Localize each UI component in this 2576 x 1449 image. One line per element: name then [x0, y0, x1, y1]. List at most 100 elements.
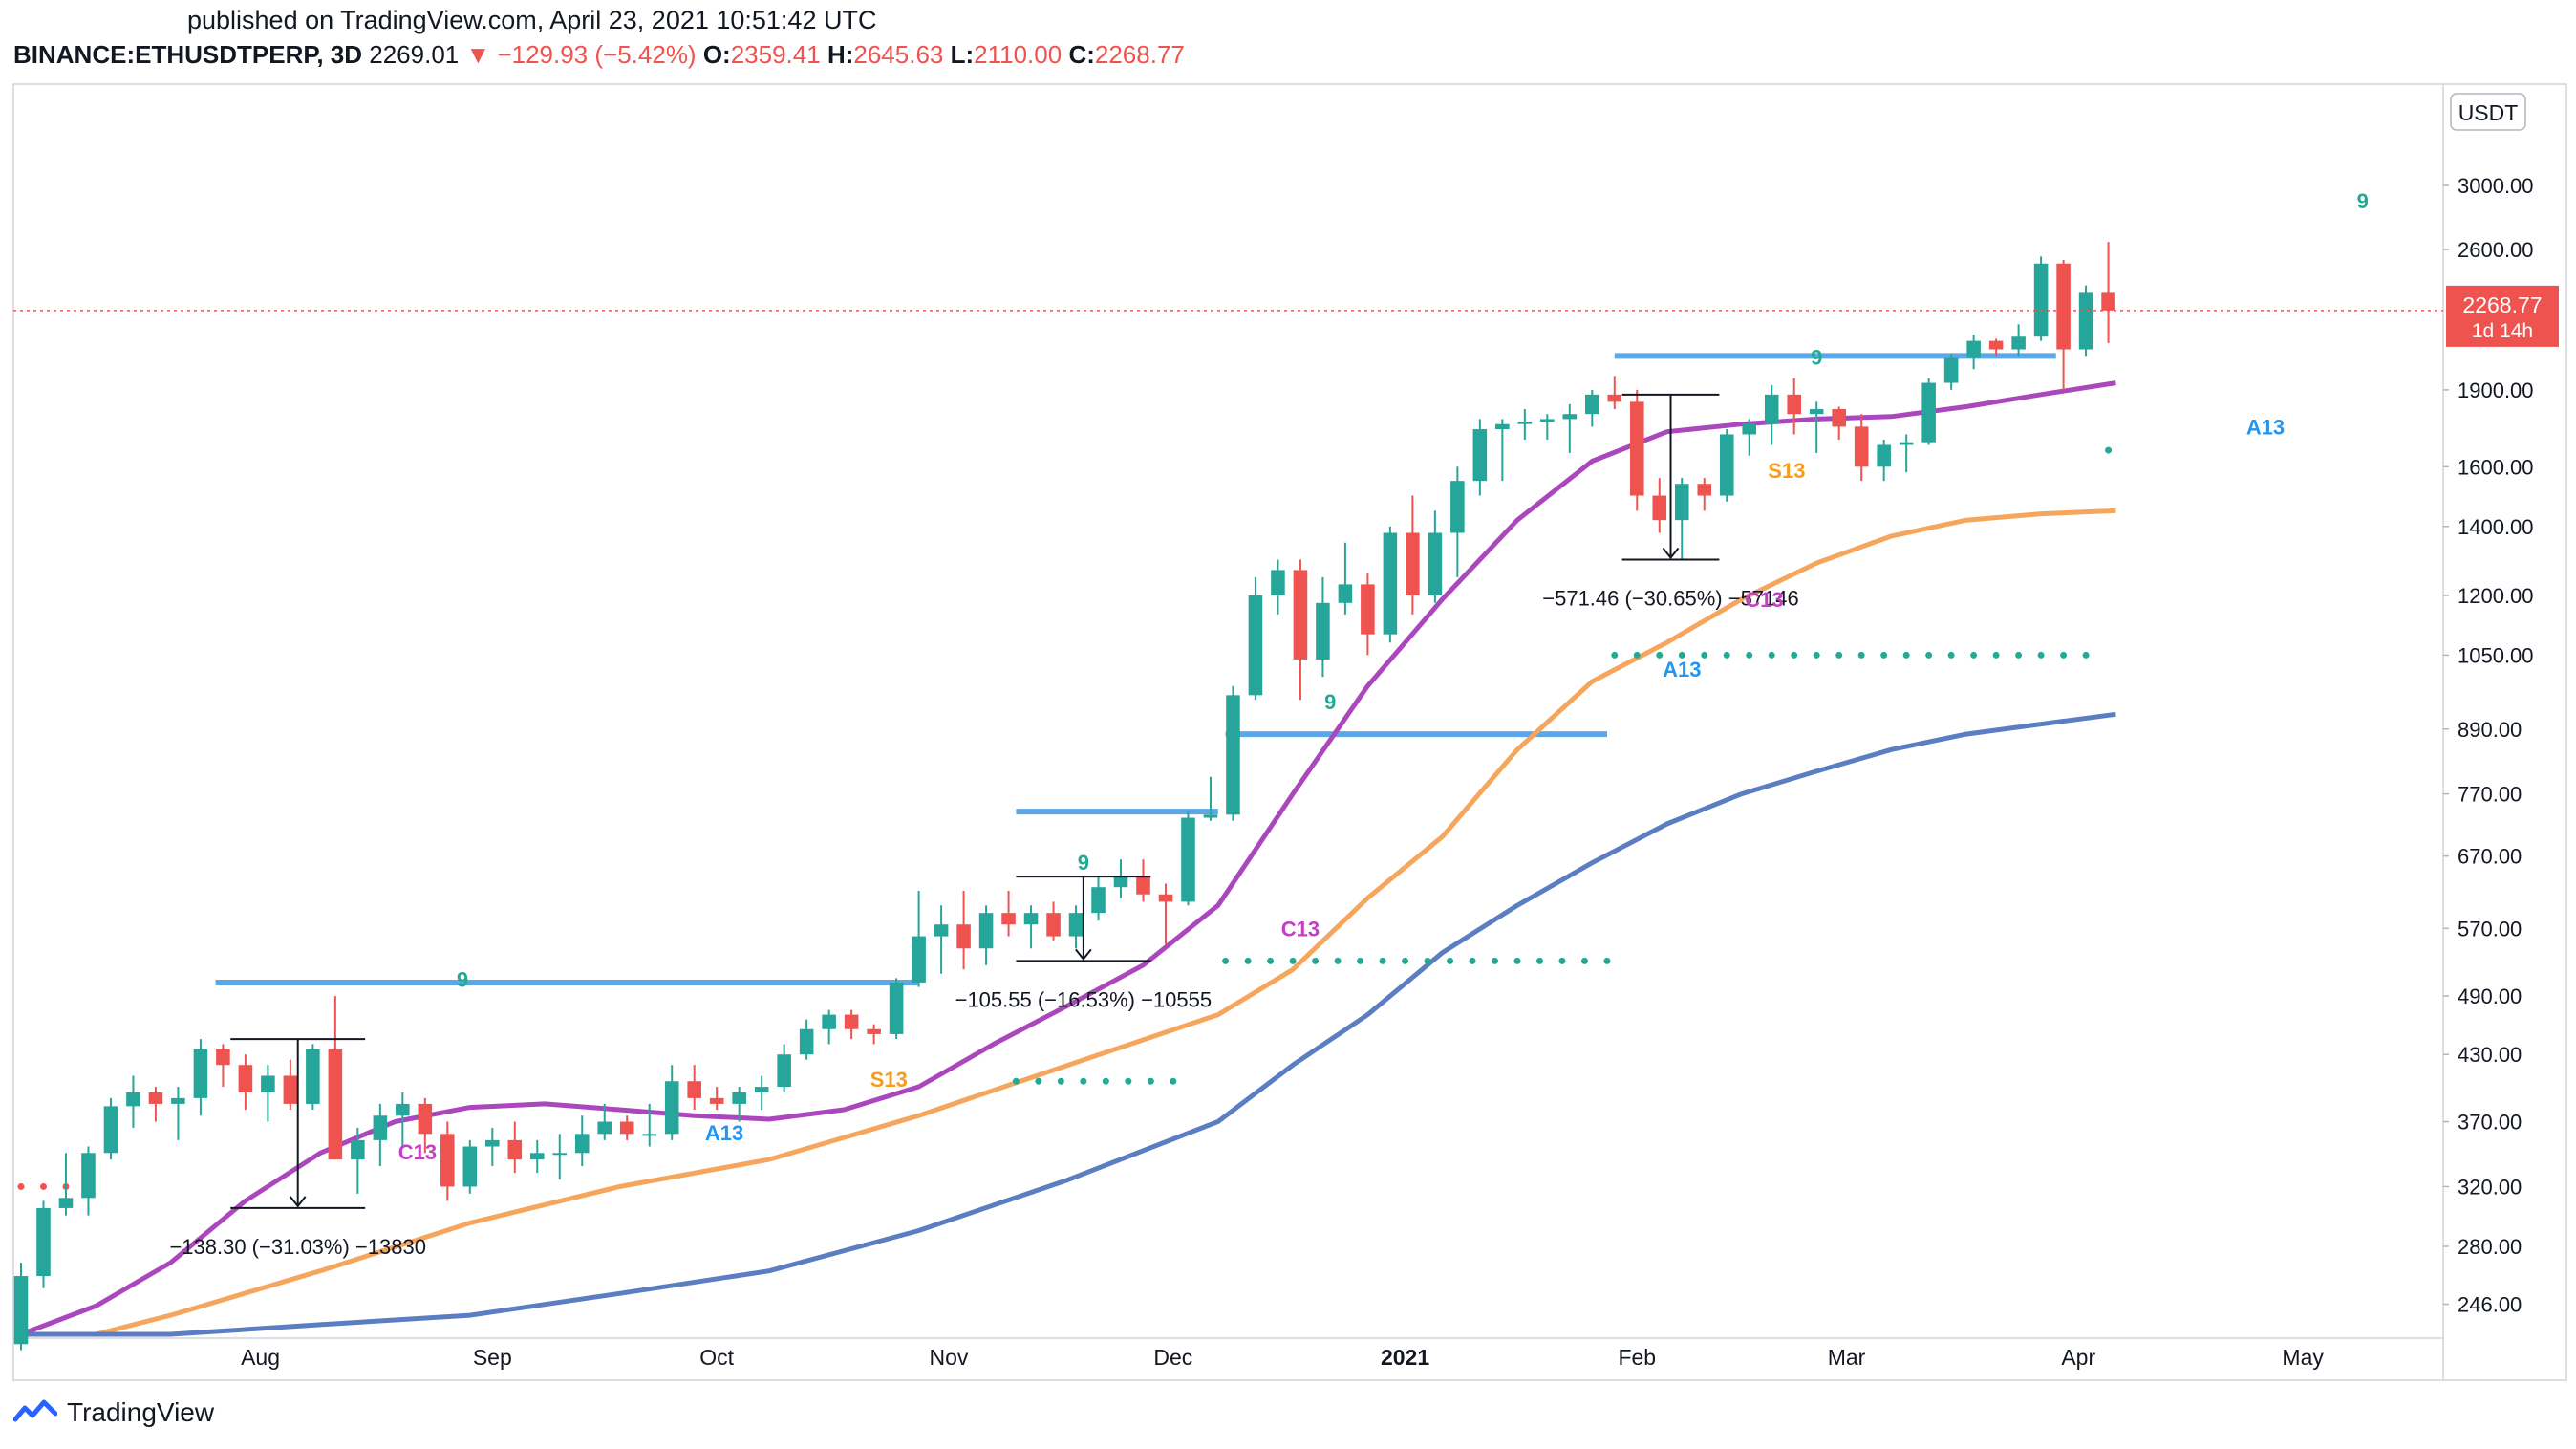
candle-body [1517, 422, 1533, 424]
candles[interactable] [13, 242, 2115, 1351]
price-tick-label: 370.00 [2458, 1111, 2522, 1135]
support-dot [1880, 651, 1888, 659]
measure-arrow-head [1075, 948, 1092, 961]
candle-body [574, 1134, 590, 1154]
close-label: C: [1068, 40, 1095, 69]
candle [1293, 559, 1308, 701]
support-dot [1857, 651, 1865, 659]
candle-body [1877, 444, 1891, 467]
candle-body [193, 1049, 208, 1098]
time-axis[interactable]: Aug Sep Oct Nov Dec 2021 Feb Mar Apr May [241, 1345, 2324, 1370]
candle [462, 1139, 478, 1194]
open-label: O: [702, 40, 731, 69]
candle [351, 1127, 365, 1194]
candle [822, 1009, 836, 1045]
td-label: C13 [1281, 918, 1320, 941]
candle [1764, 384, 1779, 445]
candle-body [1271, 570, 1285, 595]
candle-body [2101, 292, 2115, 311]
candle [1809, 401, 1824, 453]
candle-body [1854, 426, 1869, 467]
support-dot [1102, 1077, 1109, 1085]
candle [1943, 354, 1959, 390]
currency-badge[interactable]: USDT [2450, 93, 2526, 131]
tradingview-logo[interactable]: TradingView [13, 1397, 214, 1428]
candle [1316, 576, 1330, 678]
candle [1158, 883, 1173, 945]
price-range-measure: −571.46 (−30.65%) −57146 [1542, 393, 1799, 610]
measurement-tools[interactable]: −138.30 (−31.03%) −13830 −105.55 (−16.53%… [169, 393, 1799, 1259]
candle [1203, 776, 1218, 821]
candle-body [1742, 423, 1757, 435]
candle [1629, 389, 1644, 511]
candle [1068, 905, 1084, 949]
candle-body [13, 1276, 29, 1345]
candle-body [799, 1028, 814, 1055]
support-dot [1513, 957, 1521, 964]
candle-body [1832, 409, 1846, 427]
candle-body [103, 1106, 118, 1154]
support-dot [1170, 1077, 1177, 1085]
candle [799, 1019, 814, 1060]
candle [306, 1044, 320, 1111]
resistance-levels [215, 353, 2056, 985]
candle-body [1203, 814, 1218, 818]
candle-body [2011, 336, 2026, 350]
candle [642, 1103, 657, 1147]
candle [2078, 285, 2093, 357]
candle-body [978, 913, 994, 949]
countdown-label: 1d 14h [2472, 320, 2533, 342]
time-tick-label: May [2282, 1345, 2324, 1370]
support-dot [1080, 1077, 1087, 1085]
candle [1719, 429, 1734, 502]
candle [1607, 376, 1622, 410]
candle [754, 1075, 769, 1111]
candle [261, 1065, 275, 1122]
candle-body [36, 1207, 51, 1277]
candle [2033, 256, 2049, 341]
candle [81, 1146, 96, 1216]
price-axis[interactable]: 246.00 280.00 320.00 370.00 430.00 490.00 570.… [2443, 174, 2534, 1317]
measure-label: −571.46 (−30.65%) −57146 [1542, 586, 1799, 610]
candle-body [58, 1198, 74, 1208]
price-tick-label: 490.00 [2458, 984, 2522, 1008]
close-value: 2268.77 [1094, 40, 1185, 69]
support-dot [1012, 1077, 1020, 1085]
td-label: 9 [1078, 851, 1089, 875]
candle [1383, 526, 1398, 643]
price-tick-label: 246.00 [2458, 1293, 2522, 1317]
candle-body [283, 1075, 298, 1104]
candle-body [2033, 263, 2049, 337]
candle-body [1181, 817, 1195, 902]
symbol-name[interactable]: BINANCE:ETHUSDTPERP, 3D [13, 40, 363, 69]
candle-body [1406, 532, 1420, 595]
candle [1966, 335, 1981, 370]
measure-label: −138.30 (−31.03%) −13830 [169, 1235, 426, 1259]
candle [1001, 890, 1016, 937]
support-dot [1633, 651, 1641, 659]
support-dot [1492, 957, 1499, 964]
support-dot [1701, 651, 1708, 659]
high-value: 2645.63 [853, 40, 944, 69]
candle-body [306, 1049, 320, 1104]
candle [552, 1134, 568, 1180]
candle [1495, 419, 1510, 482]
candle [732, 1087, 746, 1122]
candle-body [1361, 584, 1375, 635]
candle-body [912, 936, 926, 983]
candle-body [1068, 913, 1084, 937]
support-dot [1057, 1077, 1064, 1085]
candle-body [1248, 595, 1263, 696]
support-dot [1289, 957, 1297, 964]
candle [148, 1087, 163, 1122]
candle-body [1316, 602, 1330, 660]
candle-body [1338, 584, 1353, 603]
tradingview-logo-icon [13, 1399, 57, 1422]
time-tick-label: Feb [1618, 1345, 1656, 1370]
candle-body [1450, 481, 1465, 533]
support-dot [1267, 957, 1275, 964]
candle-body [1562, 414, 1578, 420]
candle-body [1472, 429, 1488, 482]
time-tick-label: Sep [473, 1345, 512, 1370]
